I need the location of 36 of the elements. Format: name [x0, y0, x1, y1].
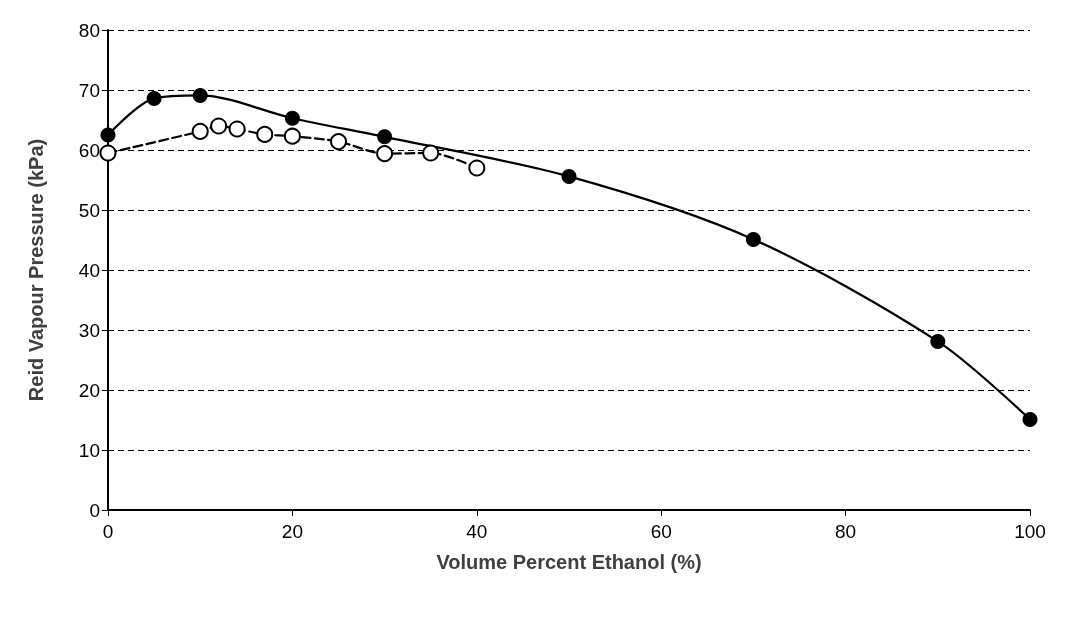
point: [330, 133, 347, 151]
point: [192, 87, 208, 103]
x-tick-label: 80: [835, 521, 857, 542]
y-tick-label: 80: [78, 19, 100, 41]
y-tick-label: 60: [78, 139, 100, 161]
point: [283, 127, 301, 145]
y-tick-label: 70: [78, 79, 100, 101]
point: [228, 120, 246, 138]
point: [422, 144, 440, 162]
x-tick-label: 60: [650, 521, 672, 542]
x-tick-label: 0: [102, 521, 114, 542]
x-tick-label: 40: [466, 521, 488, 542]
point: [468, 159, 486, 177]
y-tick-label: 10: [78, 439, 100, 461]
y-tick-label: 0: [89, 499, 100, 521]
x-tick-label: 100: [1014, 521, 1046, 542]
y-tick-label: 40: [78, 259, 100, 281]
y-axis-title: Reid Vapour Pressure (kPa): [25, 138, 47, 402]
point: [100, 127, 116, 143]
point: [745, 231, 761, 247]
point: [377, 129, 393, 145]
point: [99, 144, 117, 162]
point: [930, 333, 946, 349]
point: [1022, 411, 1038, 427]
point: [256, 125, 274, 143]
point: [191, 122, 209, 140]
y-tick-label: 30: [78, 319, 100, 341]
point: [284, 110, 300, 126]
point: [561, 168, 577, 184]
y-tick-label: 50: [78, 199, 100, 221]
point: [146, 90, 162, 106]
x-tick-label: 20: [281, 521, 303, 542]
y-tick-label: 20: [78, 379, 100, 401]
point: [376, 145, 394, 163]
point: [210, 117, 228, 135]
x-axis-title: Volume Percent Ethanol (%): [436, 551, 702, 573]
